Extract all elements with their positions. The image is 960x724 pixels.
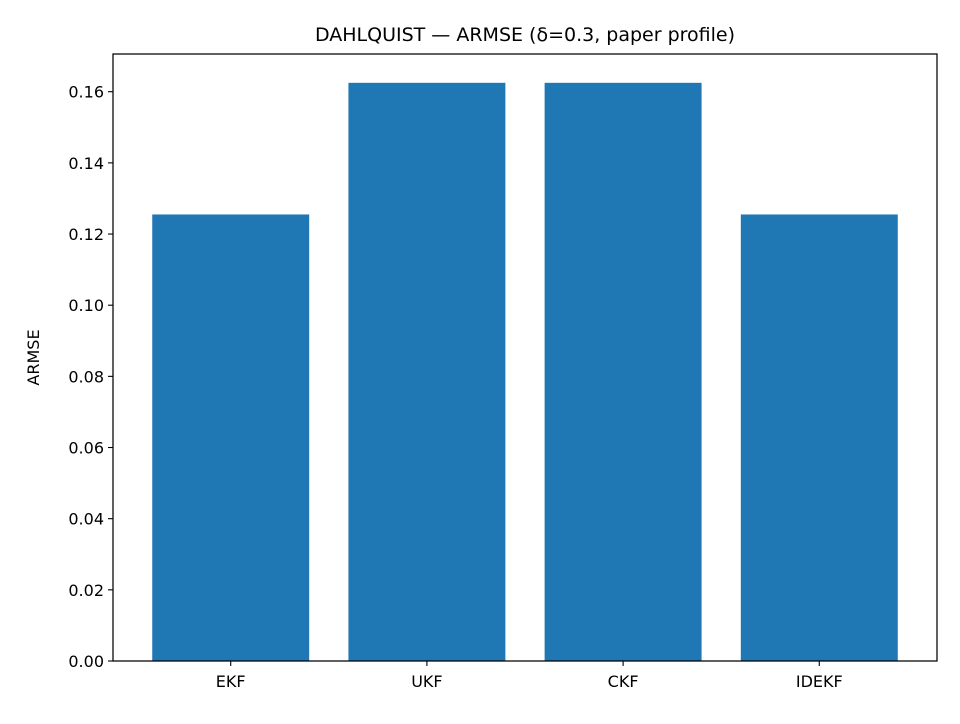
y-tick-label: 0.00 [68, 652, 104, 671]
x-tick-label: IDEKF [796, 672, 843, 691]
bar-ukf [348, 82, 506, 661]
y-tick-label: 0.16 [68, 83, 104, 102]
bars-layer [152, 82, 898, 662]
ticks-layer: EKF UKF CKF IDEKF 0.00 0.02 0.04 0.06 0.08 0.10 0.… [68, 83, 842, 691]
y-tick-label: 0.12 [68, 225, 104, 244]
y-tick-label: 0.06 [68, 439, 104, 458]
y-tick-label: 0.04 [68, 510, 104, 529]
bar-ekf [152, 214, 310, 662]
x-tick-label: UKF [411, 672, 442, 691]
x-tick-label: CKF [608, 672, 639, 691]
y-tick-label: 0.08 [68, 367, 104, 386]
y-tick-label: 0.10 [68, 296, 104, 315]
chart-title: DAHLQUIST — ARMSE (δ=0.3, paper profile) [315, 24, 735, 46]
y-tick-label: 0.14 [68, 154, 104, 173]
bar-ckf [544, 82, 702, 661]
y-tick-label: 0.02 [68, 581, 104, 600]
y-axis-label: ARMSE [24, 329, 43, 385]
x-tick-label: EKF [216, 672, 246, 691]
plot-frame [112, 53, 938, 662]
bar-idekf [740, 214, 898, 662]
